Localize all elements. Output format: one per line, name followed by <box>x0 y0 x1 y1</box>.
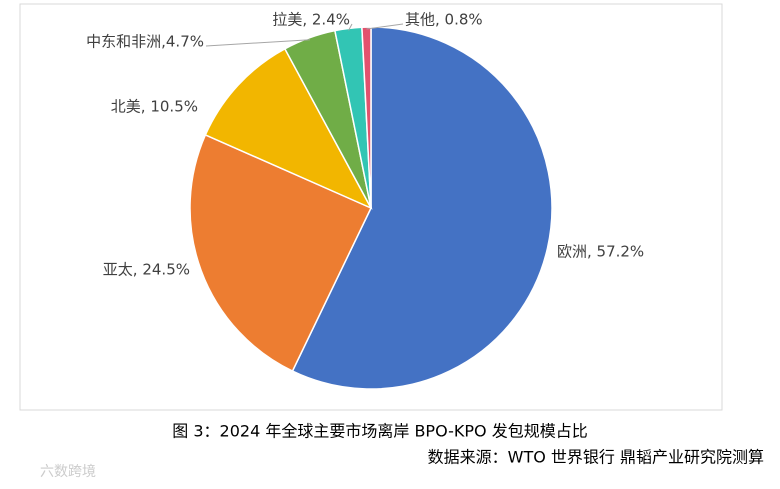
pie-slice <box>361 26 372 209</box>
leader-line <box>348 23 353 31</box>
pie-slice <box>204 47 373 210</box>
data-label: 其他, 0.8% <box>405 11 483 29</box>
source: 数据来源：WTO 世界银行 鼎韬产业研究院测算 <box>428 448 764 467</box>
watermark: 六数跨境 <box>40 464 96 480</box>
leader-line <box>366 23 404 30</box>
leader-line <box>205 39 310 47</box>
data-label: 拉美, 2.4% <box>272 11 350 29</box>
data-label: 北美, 10.5% <box>111 98 198 116</box>
data-label: 中东和非洲,4.7% <box>86 33 204 51</box>
pie-slice <box>291 26 553 390</box>
pie-slice <box>189 133 373 373</box>
data-label: 亚太, 24.5% <box>103 261 190 279</box>
caption: 图 3：2024 年全球主要市场离岸 BPO-KPO 发包规模占比 <box>172 422 587 441</box>
data-label: 欧洲, 57.2% <box>557 243 644 261</box>
